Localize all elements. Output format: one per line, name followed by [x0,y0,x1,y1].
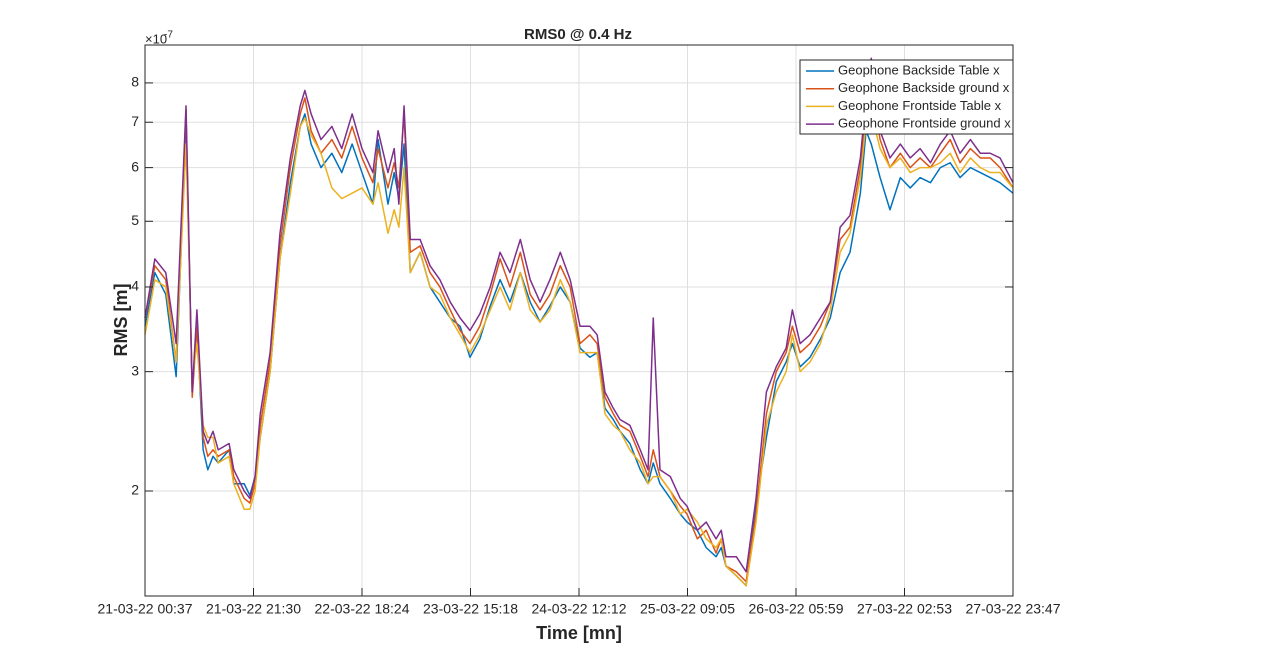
legend-box [799,59,1014,135]
x-tick-label: 25-03-22 09:05 [640,601,735,617]
y-tick-label: 8 [131,74,139,90]
legend-label: Geophone Frontside ground x [838,116,1011,131]
y-exponent-base: ×10 [145,31,167,46]
y-tick-label: 4 [131,278,139,294]
y-tick-label: 3 [131,362,139,378]
series-line [144,82,1014,583]
legend-label: Geophone Backside ground x [838,80,1010,95]
x-axis-label: Time [mn] [536,623,622,643]
series-line [144,57,1014,573]
chart-title: RMS0 @ 0.4 Hz [524,26,632,43]
legend-label: Geophone Frontside Table x [838,98,1002,113]
series-line [144,113,1014,587]
lines [144,57,1014,587]
x-tick-label: 27-03-22 02:53 [857,601,952,617]
y-exponent-power: -7 [164,30,173,41]
x-tick-label: 21-03-22 00:37 [98,601,193,617]
legend: Geophone Backside Table x Geophone Backsi… [799,59,1014,135]
y-tick-label: 7 [131,113,139,129]
x-tick-label: 22-03-22 18:24 [315,601,410,617]
x-tick-label: 26-03-22 05:59 [749,601,844,617]
x-tick-label: 23-03-22 15:18 [423,601,518,617]
x-tick-label: 27-03-22 23:47 [966,601,1061,617]
y-axis-label: RMS [m] [111,284,131,357]
ticks: 21-03-22 00:37 21-03-22 21:30 22-03-22 18:… [98,74,1061,617]
y-tick-label: 2 [131,482,139,498]
y-tick-label: 5 [131,212,139,228]
legend-label: Geophone Backside Table x [838,62,1000,77]
x-tick-label: 21-03-22 21:30 [206,601,301,617]
y-tick-label: 6 [131,158,139,174]
x-tick-label: 24-03-22 12:12 [532,601,627,617]
grid [144,45,1014,596]
